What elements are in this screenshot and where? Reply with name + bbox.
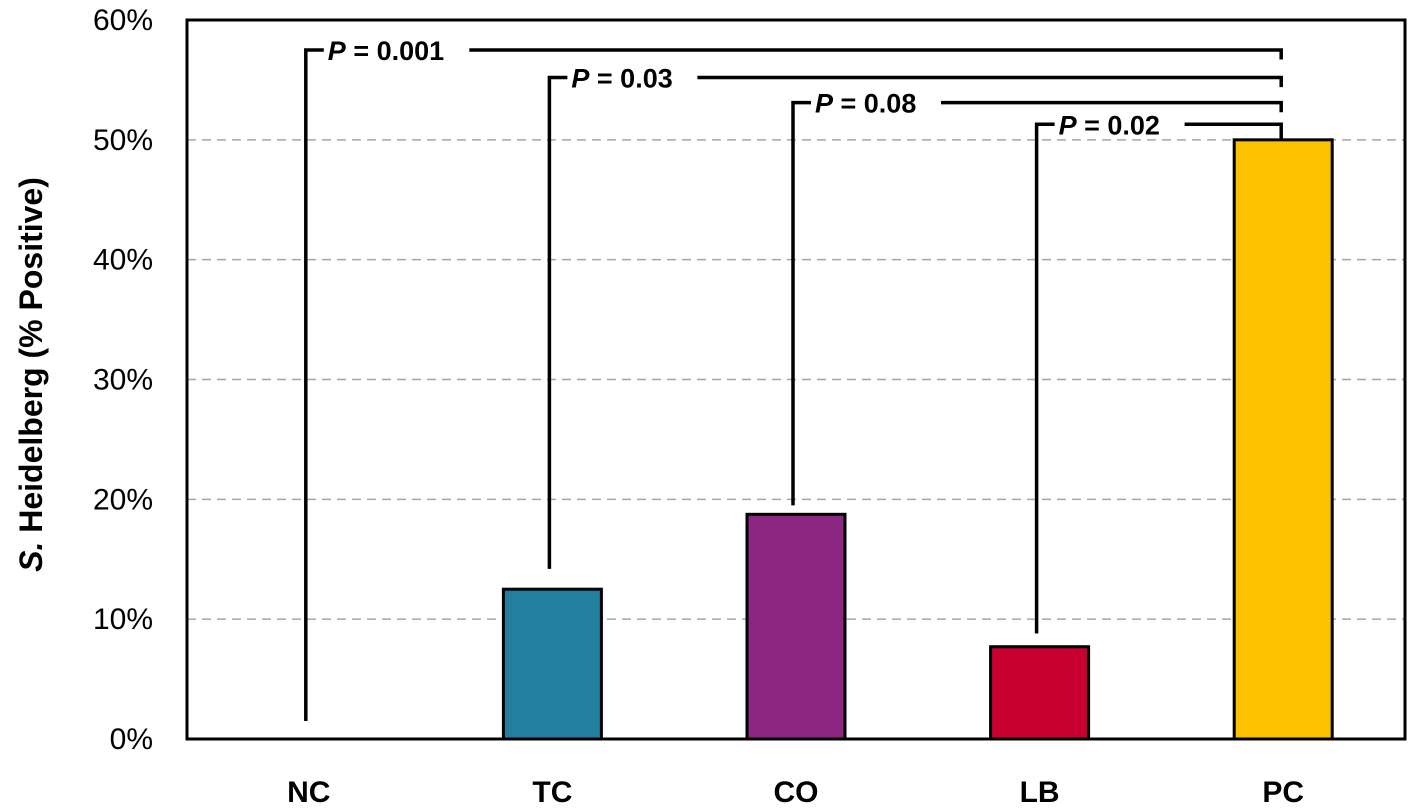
x-category-label: LB xyxy=(1020,776,1060,809)
p-label-backdrop xyxy=(1054,110,1185,139)
y-tick-label: 10% xyxy=(93,603,153,636)
p-symbol: P xyxy=(1059,110,1078,140)
p-value-label: P = 0.02 xyxy=(1059,110,1160,140)
p-symbol: P xyxy=(328,36,347,66)
y-tick-label: 20% xyxy=(93,483,153,516)
y-tick-label: 40% xyxy=(93,244,153,277)
bar-co xyxy=(745,512,847,741)
p-symbol: P xyxy=(815,89,834,119)
y-axis-ticks: 0% 10% 20% 30% 40% 50% 60% xyxy=(93,4,153,756)
bar-tc xyxy=(501,587,603,741)
y-axis-title-italic: S. xyxy=(13,542,49,572)
plot-frame xyxy=(185,18,1407,741)
x-category-label: CO xyxy=(774,776,819,809)
y-tick-label: 60% xyxy=(93,4,153,37)
y-axis-title-rest: Heidelberg (% Positive) xyxy=(13,177,49,542)
x-axis-categories: NC TC CO LB PC xyxy=(287,776,1304,809)
x-category-label: NC xyxy=(287,776,330,809)
significance-bracket xyxy=(304,48,1283,722)
y-tick-label: 30% xyxy=(93,364,153,397)
y-tick-label: 0% xyxy=(110,723,153,756)
y-tick-label: 50% xyxy=(93,124,153,157)
x-category-label: PC xyxy=(1262,776,1304,809)
p-value: = 0.03 xyxy=(589,64,672,94)
p-value: = 0.001 xyxy=(346,36,444,66)
y-axis-title: S. Heidelberg (% Positive) xyxy=(13,177,49,572)
significance-bracket xyxy=(547,75,1283,569)
p-label-backdrop xyxy=(811,88,941,117)
p-symbol: P xyxy=(571,64,590,94)
p-value-label: P = 0.03 xyxy=(571,64,672,94)
p-label-backdrop xyxy=(567,63,698,92)
x-category-label: TC xyxy=(532,776,572,809)
significance-bracket xyxy=(791,100,1283,506)
p-value-label: P = 0.001 xyxy=(328,36,444,66)
p-value: = 0.08 xyxy=(833,89,916,119)
p-label-backdrop xyxy=(323,35,470,64)
bar-lb xyxy=(989,645,1091,741)
p-value-label: P = 0.08 xyxy=(815,89,916,119)
bars xyxy=(501,138,1334,741)
p-value: = 0.02 xyxy=(1077,110,1160,140)
bar-pc xyxy=(1232,138,1334,741)
